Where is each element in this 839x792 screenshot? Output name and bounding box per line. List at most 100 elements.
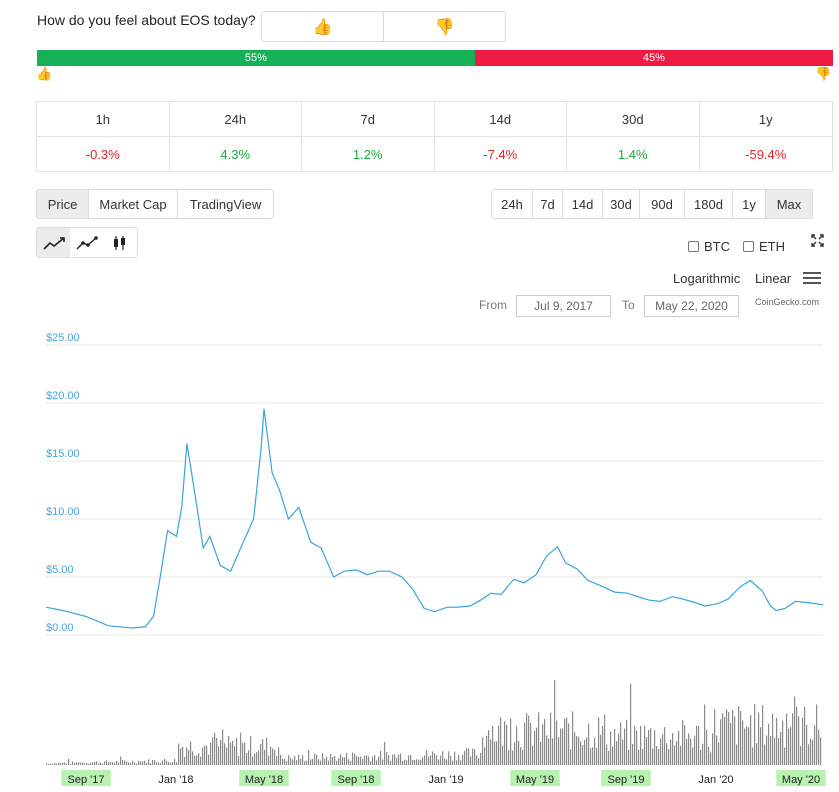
volume-bar — [262, 739, 264, 765]
volume-bar — [450, 755, 452, 765]
volume-bar — [524, 722, 526, 765]
range-1y[interactable]: 1y — [733, 190, 766, 218]
line-chart-icon[interactable] — [37, 228, 71, 257]
volume-bar — [456, 760, 458, 765]
volume-bar — [406, 760, 408, 765]
chart-credit[interactable]: CoinGecko.com — [755, 297, 820, 307]
volume-bar — [48, 764, 50, 765]
volume-bar — [616, 741, 618, 765]
scale-linear-button[interactable]: Linear — [755, 271, 792, 286]
compare-btc-checkbox[interactable]: BTC — [688, 239, 730, 254]
volume-bar — [266, 737, 268, 765]
compare-eth-checkbox[interactable]: ETH — [743, 239, 785, 254]
date-to-input[interactable]: May 22, 2020 — [644, 295, 739, 317]
volume-bar — [416, 759, 418, 765]
y-tick-label: $10.00 — [46, 506, 80, 518]
x-tick-highlight — [239, 770, 289, 786]
volume-bar — [270, 746, 272, 765]
thumbs-up-button[interactable]: 👍 — [262, 12, 383, 41]
volume-bar — [652, 748, 654, 765]
volume-bar — [386, 752, 388, 765]
volume-bar — [742, 720, 744, 765]
change-header-1y: 1y — [699, 102, 832, 137]
volume-bar — [794, 696, 796, 765]
volume-bar — [432, 751, 434, 765]
y-tick-label: $25.00 — [46, 332, 80, 344]
line-markers-icon[interactable] — [70, 228, 103, 257]
sentiment-up-percent: 55% — [244, 52, 267, 64]
x-tick-label: Jan '18 — [158, 774, 193, 786]
volume-bar — [278, 747, 280, 765]
volume-bar — [388, 755, 390, 765]
volume-bar — [174, 758, 176, 765]
volume-bar — [680, 745, 682, 765]
volume-bar — [490, 739, 492, 765]
price-change-table: 1h 24h 7d 14d 30d 1y -0.3% 4.3% 1.2% -7.4% 1.4% -59… — [36, 101, 833, 172]
volume-bar — [674, 745, 676, 765]
volume-bar — [252, 756, 254, 765]
volume-bar — [696, 725, 698, 765]
hamburger-menu-icon[interactable] — [803, 271, 821, 290]
range-14d[interactable]: 14d — [563, 190, 603, 218]
volume-bar — [796, 706, 798, 765]
y-tick-label: $5.00 — [46, 564, 74, 576]
volume-bar — [82, 762, 84, 765]
volume-bar — [590, 748, 592, 765]
range-90d[interactable]: 90d — [640, 190, 685, 218]
volume-bar — [632, 744, 634, 765]
volume-bar — [58, 762, 60, 765]
volume-bar — [536, 727, 538, 765]
volume-bar — [644, 725, 646, 765]
volume-bar — [768, 723, 770, 765]
volume-bar — [504, 721, 506, 765]
volume-bar — [776, 717, 778, 765]
volume-bar — [120, 756, 122, 765]
compare-eth-label: ETH — [759, 239, 785, 254]
range-24h[interactable]: 24h — [492, 190, 533, 218]
sentiment-bar: 55% 45% — [37, 50, 833, 66]
volume-bar — [802, 717, 804, 765]
expand-icon[interactable] — [811, 234, 824, 252]
candlestick-icon[interactable] — [104, 228, 137, 257]
scale-logarithmic-button[interactable]: Logarithmic — [673, 271, 741, 286]
range-30d[interactable]: 30d — [603, 190, 640, 218]
range-180d[interactable]: 180d — [685, 190, 733, 218]
range-7d[interactable]: 7d — [533, 190, 563, 218]
volume-bar — [246, 752, 248, 765]
volume-bar — [300, 758, 302, 765]
sentiment-up-segment: 55% — [37, 50, 475, 66]
x-tick-highlight — [331, 770, 381, 786]
price-chart[interactable]: $0.00 $5.00 $10.00 $15.00 $20.00 $25.00 Sep '1… — [0, 330, 839, 792]
volume-bar — [470, 756, 472, 765]
x-tick-label: Jan '19 — [428, 774, 463, 786]
tab-tradingview[interactable]: TradingView — [189, 196, 262, 212]
volume-bar — [292, 759, 294, 765]
volume-bar — [396, 757, 398, 765]
x-tick-label: Sep '19 — [608, 774, 645, 786]
volume-bar — [94, 761, 96, 765]
volume-bar — [140, 761, 142, 765]
tab-market-cap[interactable]: Market Cap — [89, 190, 178, 218]
volume-bar — [654, 730, 656, 765]
volume-bar — [476, 755, 478, 765]
date-from-input[interactable]: Jul 9, 2017 — [516, 295, 611, 317]
volume-bar — [510, 718, 512, 765]
volume-bar — [800, 746, 802, 765]
volume-bar — [538, 712, 540, 765]
volume-bar — [360, 756, 362, 765]
volume-bar — [516, 726, 518, 765]
volume-bar — [548, 738, 550, 765]
volume-bar — [298, 754, 300, 765]
volume-bar — [418, 759, 420, 765]
volume-bar — [642, 749, 644, 765]
tab-price[interactable]: Price — [37, 190, 89, 218]
volume-bar — [280, 754, 282, 765]
volume-bar — [72, 761, 74, 765]
volume-bar — [100, 762, 102, 765]
range-max[interactable]: Max — [766, 190, 812, 218]
volume-bar — [692, 747, 694, 765]
thumbs-down-button[interactable]: 👎 — [383, 12, 505, 41]
volume-bar — [200, 756, 202, 765]
volume-bar — [774, 737, 776, 765]
volume-bar — [502, 745, 504, 765]
